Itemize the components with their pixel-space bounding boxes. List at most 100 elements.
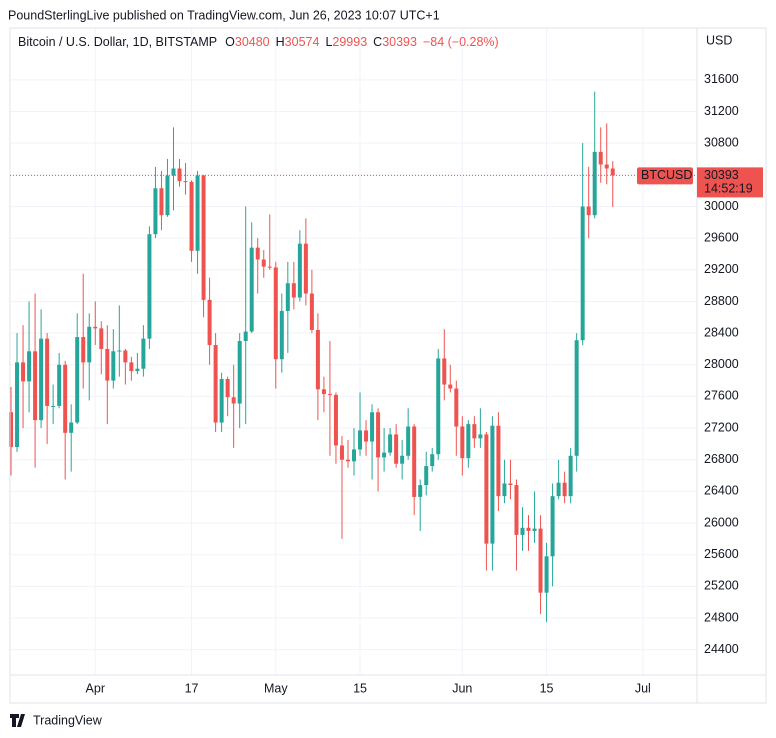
x-tick-label: 15: [353, 681, 367, 695]
legend-open: 30480: [235, 35, 270, 49]
y-tick-label: 31600: [704, 72, 739, 86]
candle-body: [508, 483, 513, 486]
candle-body: [183, 181, 188, 183]
candle-body: [333, 394, 338, 446]
candle-body: [219, 379, 224, 423]
candle-body: [484, 434, 489, 544]
candle-body: [255, 247, 260, 260]
candle-body: [213, 344, 218, 423]
candle-body: [21, 362, 26, 382]
y-tick-label: 28400: [704, 325, 739, 339]
x-tick-label: Jul: [635, 681, 651, 695]
y-tick-label: 24800: [704, 610, 739, 624]
y-tick-label: 29600: [704, 230, 739, 244]
candle-body: [370, 412, 375, 442]
candle-body: [267, 266, 272, 268]
candle-body: [520, 527, 525, 535]
candle-body: [538, 528, 543, 593]
candle-body: [177, 168, 182, 182]
candle-body: [382, 452, 387, 458]
x-tick-label: 17: [185, 681, 199, 695]
candle-body: [297, 243, 302, 298]
candle-body: [430, 454, 435, 467]
legend-title: Bitcoin / U.S. Dollar, 1D, BITSTAMP: [18, 35, 217, 49]
candle-body: [406, 426, 411, 456]
candle-body: [237, 341, 242, 404]
candle-body: [436, 358, 441, 455]
candle-body: [273, 267, 278, 360]
candle-body: [562, 482, 567, 497]
candle-body: [159, 188, 164, 216]
candle-body: [394, 434, 399, 464]
y-tick-label: 27600: [704, 389, 739, 403]
candle-body: [472, 424, 477, 439]
candle-body: [418, 485, 423, 497]
candle-body: [478, 434, 483, 439]
candle-body: [165, 175, 170, 216]
candle-body: [195, 175, 200, 251]
candle-body: [171, 168, 176, 176]
candle-body: [454, 388, 459, 427]
candle-body: [111, 351, 116, 381]
y-tick-label: 25600: [704, 547, 739, 561]
candle-body: [105, 348, 110, 381]
candle-body: [460, 426, 465, 459]
candle-body: [496, 425, 501, 497]
candle-body: [285, 283, 290, 311]
candle-body: [514, 485, 519, 535]
currency-label: USD: [706, 33, 732, 47]
candle-body: [81, 337, 86, 363]
footer-brand: TradingView: [33, 713, 103, 727]
candle-body: [249, 247, 254, 332]
y-tick-label: 31200: [704, 104, 739, 118]
y-tick-label: 30800: [704, 135, 739, 149]
candle-body: [279, 310, 284, 360]
x-tick-label: Apr: [86, 681, 105, 695]
candle-body: [412, 426, 417, 497]
legend: Bitcoin / U.S. Dollar, 1D, BITSTAMP O3048…: [18, 35, 499, 49]
candle-body: [243, 331, 248, 342]
y-tick-label: 29200: [704, 262, 739, 276]
candle-body: [466, 424, 471, 459]
candle-body: [592, 151, 597, 216]
candle-body: [135, 368, 140, 372]
y-tick-label: 30000: [704, 199, 739, 213]
candle-body: [568, 455, 573, 497]
candle-body: [69, 422, 74, 433]
candle-body: [153, 188, 158, 235]
candle-body: [345, 459, 350, 462]
candle-body: [207, 299, 212, 345]
legend-change: −84 (−0.28%): [423, 35, 499, 49]
candle-body: [550, 496, 555, 557]
legend-high: 30574: [285, 35, 320, 49]
candle-body: [327, 394, 332, 396]
candle-body: [358, 430, 363, 450]
candle-body: [123, 350, 128, 363]
candle-body: [544, 556, 549, 593]
legend-low: 29993: [332, 35, 367, 49]
candle-body: [75, 337, 80, 423]
candle-body: [15, 362, 20, 448]
candle-body: [532, 528, 537, 531]
candle-body: [201, 175, 206, 300]
candle-body: [309, 293, 314, 330]
candle-body: [556, 482, 561, 497]
candle-body: [141, 338, 146, 369]
x-tick-label: 15: [540, 681, 554, 695]
candle-body: [93, 326, 98, 329]
candle-body: [189, 181, 194, 251]
candle-body: [27, 351, 32, 382]
candle-body: [63, 364, 68, 433]
header: PoundSterlingLive published on TradingVi…: [8, 8, 440, 22]
legend-c: C: [373, 35, 382, 49]
candle-body: [117, 350, 122, 352]
price-tag-bg: [697, 167, 763, 198]
candle-body: [303, 243, 308, 294]
y-tick-label: 28800: [704, 294, 739, 308]
y-tick-label: 24400: [704, 642, 739, 656]
candle-body: [448, 384, 453, 389]
candles: [9, 91, 615, 622]
candle-body: [33, 351, 38, 421]
